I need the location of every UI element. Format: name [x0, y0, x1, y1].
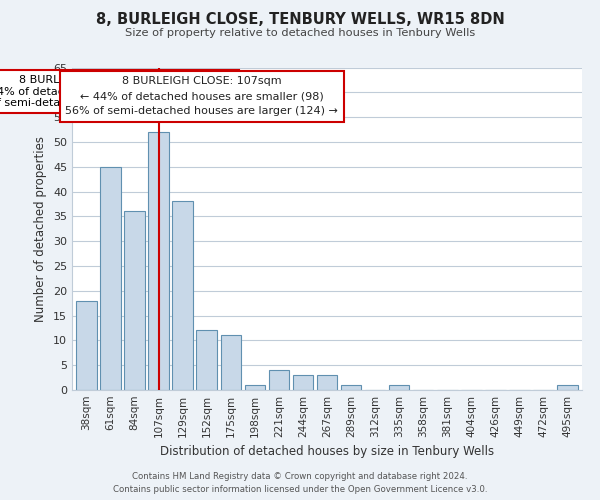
Bar: [245, 385, 265, 390]
Text: 8 BURLEIGH CLOSE: 107sqm
← 44% of detached houses are smaller (98)
56% of semi-d: 8 BURLEIGH CLOSE: 107sqm ← 44% of detach…: [0, 75, 235, 108]
Bar: [221, 336, 241, 390]
Bar: [148, 132, 169, 390]
Bar: [341, 385, 361, 390]
Y-axis label: Number of detached properties: Number of detached properties: [34, 136, 47, 322]
Bar: [389, 385, 409, 390]
Bar: [100, 166, 121, 390]
Text: Contains public sector information licensed under the Open Government Licence v3: Contains public sector information licen…: [113, 485, 487, 494]
Bar: [196, 330, 217, 390]
Text: Size of property relative to detached houses in Tenbury Wells: Size of property relative to detached ho…: [125, 28, 475, 38]
Bar: [293, 375, 313, 390]
Text: 8 BURLEIGH CLOSE: 107sqm
← 44% of detached houses are smaller (98)
56% of semi-d: 8 BURLEIGH CLOSE: 107sqm ← 44% of detach…: [65, 76, 338, 116]
Bar: [557, 385, 578, 390]
Bar: [124, 212, 145, 390]
Text: Contains HM Land Registry data © Crown copyright and database right 2024.: Contains HM Land Registry data © Crown c…: [132, 472, 468, 481]
Bar: [172, 202, 193, 390]
Text: 8, BURLEIGH CLOSE, TENBURY WELLS, WR15 8DN: 8, BURLEIGH CLOSE, TENBURY WELLS, WR15 8…: [95, 12, 505, 28]
Bar: [269, 370, 289, 390]
Bar: [317, 375, 337, 390]
X-axis label: Distribution of detached houses by size in Tenbury Wells: Distribution of detached houses by size …: [160, 446, 494, 458]
Bar: [76, 300, 97, 390]
